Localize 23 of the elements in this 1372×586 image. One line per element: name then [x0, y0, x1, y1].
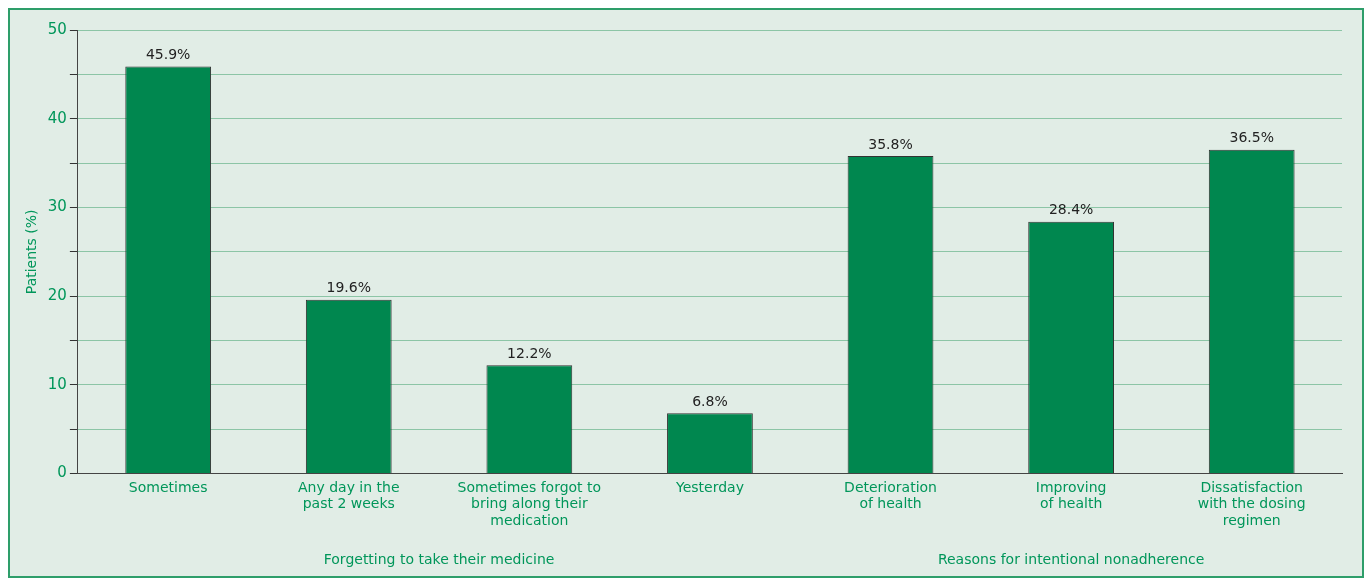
x-tick-label: Sometimes forgot to bring along their medication: [457, 478, 602, 529]
x-tick-label: Dissatisfaction with the dosing regimen: [1197, 478, 1306, 529]
x-tick-label: Deterioration of health: [844, 478, 937, 512]
y-tick-label: 30: [47, 197, 67, 216]
data-label: 45.9%: [145, 46, 191, 63]
data-label: 35.8%: [868, 135, 913, 152]
x-tick-label: Improving of health: [1035, 478, 1107, 512]
text: Reasons for intentional nonadherence: [937, 551, 1205, 567]
data-label: 6.8%: [692, 392, 728, 409]
x-tick-label: Yesterday: [674, 478, 744, 495]
y-axis-title: Patients (%): [23, 209, 40, 295]
y-tick-label: 40: [47, 108, 67, 127]
y-tick-label: 10: [47, 374, 67, 393]
y-tick-label: 50: [47, 19, 67, 38]
x-tick-label: Sometimes: [128, 478, 208, 495]
y-tick-label: 20: [47, 286, 67, 305]
data-label: 12.2%: [507, 345, 552, 361]
text: Forgetting to take their medicine: [323, 551, 555, 567]
data-label: 19.6%: [326, 279, 372, 296]
x-tick-label: Any day in the past 2 weeks: [297, 478, 400, 512]
y-tick-label: 0: [57, 463, 67, 482]
data-label: 36.5%: [1229, 129, 1274, 146]
data-label: 28.4%: [1048, 201, 1094, 218]
